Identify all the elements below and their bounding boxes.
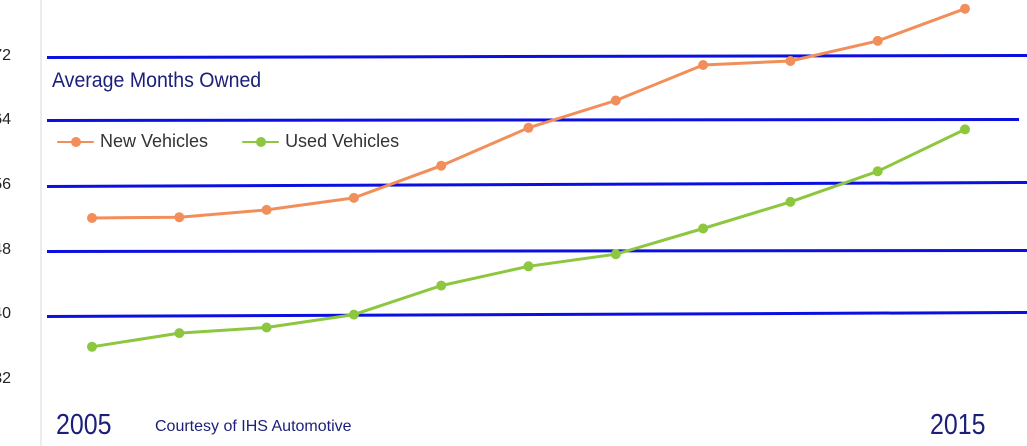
legend-item-used-vehicles: Used Vehicles xyxy=(242,131,399,152)
legend-dot-used-vehicles xyxy=(256,136,267,147)
point-used-vehicles-2012 xyxy=(698,223,709,234)
gridline-48 xyxy=(46,249,1027,253)
legend-item-new-vehicles: New Vehicles xyxy=(57,131,208,152)
point-used-vehicles-2015 xyxy=(960,124,970,135)
point-new-vehicles-2005 xyxy=(87,213,97,223)
gridline-64 xyxy=(46,118,1020,122)
x-label-2015: 2015 xyxy=(930,409,986,441)
point-new-vehicles-2013 xyxy=(785,56,796,66)
point-new-vehicles-2015 xyxy=(960,3,970,14)
source-note: Courtesy of IHS Automotive xyxy=(155,418,352,435)
series-new-vehicles xyxy=(87,3,970,223)
point-used-vehicles-2009 xyxy=(436,280,447,291)
y-tick-label-32: 32 xyxy=(0,370,11,387)
series-used-vehicles xyxy=(87,124,970,352)
gridline-72 xyxy=(46,54,1027,59)
legend-dot-new-vehicles xyxy=(71,136,81,147)
y-tick-label-56: 56 xyxy=(0,176,11,193)
gridlines xyxy=(40,0,1027,446)
legend-swatch-new-vehicles xyxy=(57,136,94,148)
point-used-vehicles-2007 xyxy=(261,322,272,333)
y-tick-label-40: 40 xyxy=(0,305,11,322)
point-new-vehicles-2008 xyxy=(348,192,359,203)
chart-title: Average Months Owned xyxy=(52,69,262,92)
point-new-vehicles-2010 xyxy=(523,122,534,133)
gridline-40 xyxy=(46,311,1027,318)
point-new-vehicles-2009 xyxy=(436,160,447,171)
legend-label-new-vehicles: New Vehicles xyxy=(100,131,209,151)
point-new-vehicles-2014 xyxy=(872,35,883,46)
legend: New Vehicles Used Vehicles xyxy=(57,131,399,152)
y-tick-label-48: 48 xyxy=(0,241,11,258)
series-layer xyxy=(87,3,970,352)
point-used-vehicles-2013 xyxy=(785,196,796,207)
point-new-vehicles-2007 xyxy=(261,204,272,215)
point-used-vehicles-2011 xyxy=(610,249,621,260)
y-tick-label-72: 72 xyxy=(0,47,11,64)
gridline-56 xyxy=(46,181,1027,188)
x-label-2005: 2005 xyxy=(56,409,112,441)
legend-label-used-vehicles: Used Vehicles xyxy=(285,131,400,151)
point-used-vehicles-2014 xyxy=(872,166,883,177)
point-new-vehicles-2011 xyxy=(610,95,621,106)
point-used-vehicles-2010 xyxy=(523,261,534,272)
point-used-vehicles-2008 xyxy=(348,309,359,320)
point-used-vehicles-2005 xyxy=(87,341,97,352)
point-new-vehicles-2012 xyxy=(698,60,709,70)
legend-swatch-used-vehicles xyxy=(242,136,280,148)
y-tick-label-64: 64 xyxy=(0,111,11,128)
point-new-vehicles-2006 xyxy=(174,212,185,223)
point-used-vehicles-2006 xyxy=(174,328,185,339)
